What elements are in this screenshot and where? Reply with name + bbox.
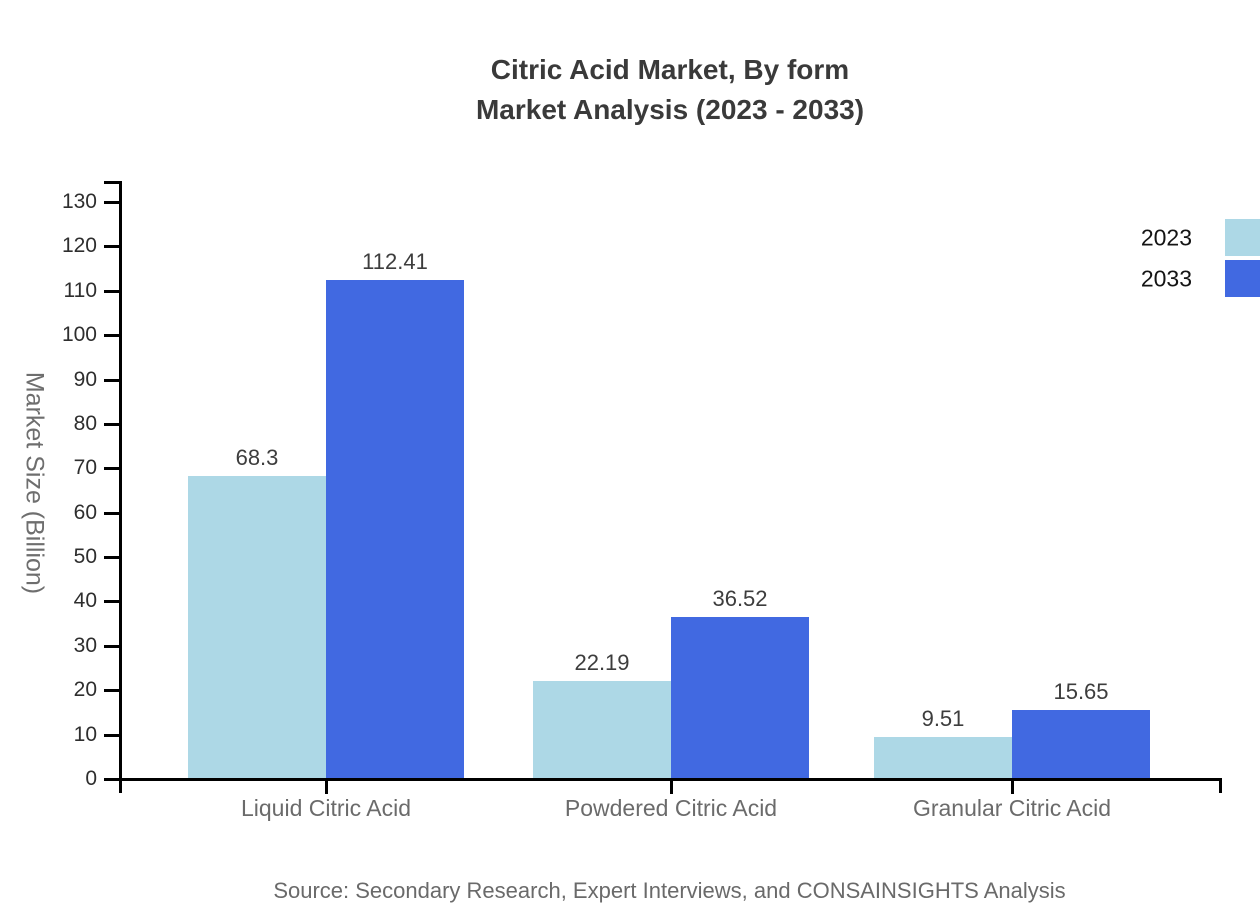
y-axis-tick [104, 290, 119, 293]
bar-2023-powdered-citric-acid [533, 681, 671, 779]
y-axis-tick-label: 40 [73, 589, 97, 612]
chart-title-line1: Citric Acid Market, By form [490, 54, 850, 85]
y-axis-tick [104, 467, 119, 470]
legend-swatch-2033 [1225, 260, 1260, 297]
y-axis-tick-label: 10 [73, 723, 97, 746]
legend-swatch-2023 [1225, 219, 1260, 256]
y-axis-tick [104, 379, 119, 382]
y-axis-tick-label: 130 [61, 190, 97, 213]
x-axis-end-cap [1219, 778, 1222, 793]
y-axis-tick-label: 0 [85, 767, 97, 790]
y-axis-tick [104, 689, 119, 692]
y-axis-tick [104, 201, 119, 204]
y-axis-tick-label: 50 [73, 545, 97, 568]
y-axis-tick-label: 120 [61, 234, 97, 257]
bar-2033-granular-citric-acid [1012, 710, 1150, 779]
y-axis-tick-label: 70 [73, 456, 97, 479]
x-axis-tick [670, 779, 673, 794]
y-axis-tick-label: 90 [73, 368, 97, 391]
x-axis-line [104, 778, 1222, 781]
y-axis-tick-label: 110 [63, 279, 97, 302]
bar-2033-liquid-citric-acid [326, 280, 464, 779]
bar-value-label: 68.3 [235, 445, 279, 470]
x-axis-category-label: Powdered Citric Acid [564, 795, 778, 821]
y-axis-top-cap [104, 181, 122, 184]
y-axis-tick [104, 334, 119, 337]
bar-value-label: 22.19 [574, 650, 630, 675]
y-axis-tick-label: 80 [73, 412, 97, 435]
x-axis-tick [325, 779, 328, 794]
bar-value-label: 36.52 [712, 586, 768, 611]
x-axis-category-label: Liquid Citric Acid [240, 795, 412, 821]
chart-title: Citric Acid Market, By form Market Analy… [90, 50, 1250, 130]
y-axis-tick-label: 30 [73, 634, 97, 657]
legend-label-2033: 2033 [1140, 265, 1192, 292]
y-axis-tick [104, 245, 119, 248]
bar-2033-powdered-citric-acid [671, 617, 809, 779]
y-axis-line [119, 181, 122, 793]
bar-value-label: 112.41 [362, 249, 428, 274]
y-axis-tick [104, 734, 119, 737]
legend-label-2023: 2023 [1140, 224, 1192, 251]
y-axis-tick-label: 20 [73, 678, 97, 701]
bar-value-label: 15.65 [1053, 679, 1109, 704]
x-axis-tick [1011, 779, 1014, 794]
bar-2023-liquid-citric-acid [188, 476, 326, 779]
y-axis-tick [104, 512, 119, 515]
bar-value-label: 9.51 [921, 706, 965, 731]
y-axis-tick-label: 100 [61, 323, 97, 346]
y-axis-tick-label: 60 [73, 501, 97, 524]
y-axis-tick [104, 645, 119, 648]
bar-2023-granular-citric-acid [874, 737, 1012, 779]
y-axis-tick [104, 423, 119, 426]
source-note: Source: Secondary Research, Expert Inter… [273, 878, 1066, 903]
y-axis-tick [104, 600, 119, 603]
x-axis-category-label: Granular Citric Acid [912, 795, 1112, 821]
y-axis-tick [104, 556, 119, 559]
chart-title-line2: Market Analysis (2023 - 2033) [475, 94, 865, 125]
